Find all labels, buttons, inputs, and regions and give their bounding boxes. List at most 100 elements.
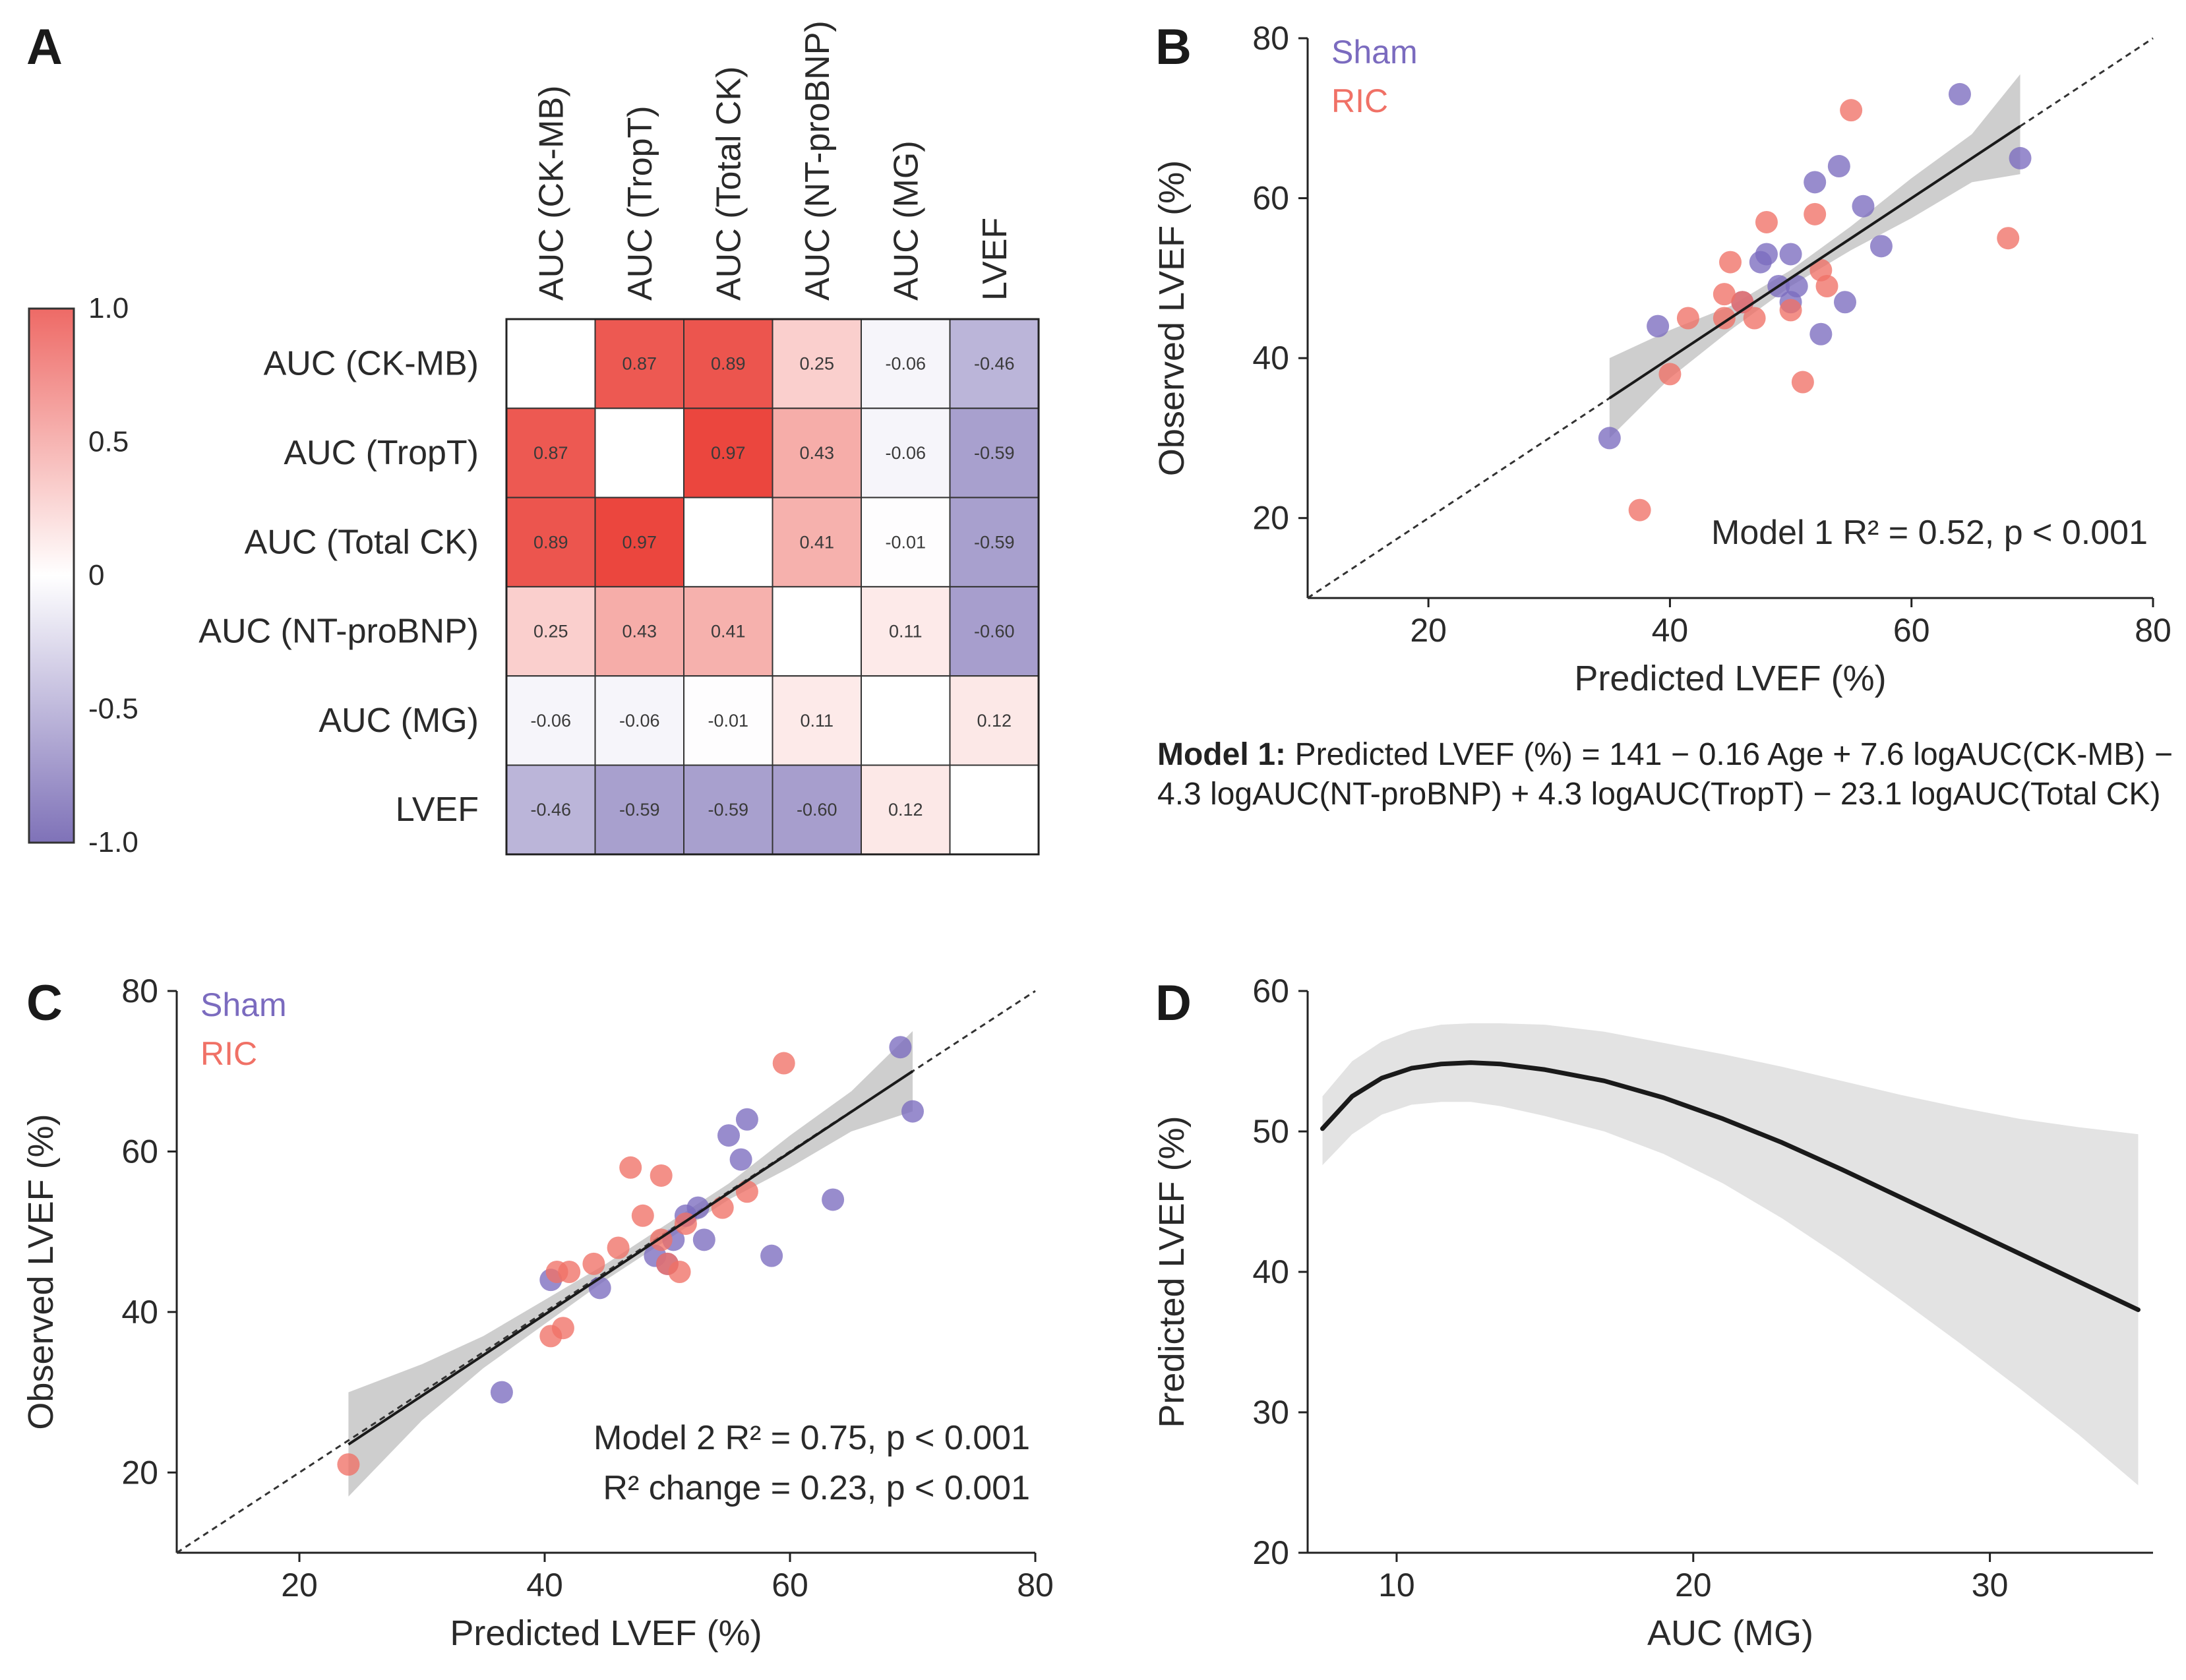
ric-point	[619, 1156, 642, 1179]
x-tick-label: 20	[281, 1567, 318, 1604]
model-annotation: Model 1 R² = 0.52, p < 0.001	[1711, 514, 2148, 552]
sham-point	[729, 1148, 752, 1171]
ric-point	[1658, 363, 1682, 386]
heatmap-cell-value: 0.89	[711, 354, 746, 374]
heatmap-row-label: AUC (MG)	[319, 702, 479, 740]
sham-point	[1647, 315, 1670, 338]
heatmap-cell-value: 0.89	[533, 532, 568, 552]
heatmap-cell-value: -0.59	[619, 800, 660, 820]
x-tick-label: 60	[1893, 612, 1930, 649]
ric-point	[1779, 299, 1802, 322]
colorbar-tick-label: -1.0	[88, 826, 138, 858]
legend-ric: RIC	[200, 1035, 257, 1072]
heatmap-column-label: AUC (CK-MB)	[532, 86, 570, 301]
panel-label-b: B	[1155, 19, 1192, 75]
heatmap-cell-value: 0.43	[799, 443, 834, 463]
sham-point	[692, 1228, 715, 1251]
ric-point	[668, 1261, 691, 1283]
heatmap-cell-value: 0.41	[799, 532, 834, 552]
heatmap-cell	[594, 318, 684, 409]
y-tick-label: 40	[1252, 1253, 1289, 1290]
panel-c-scatter-model2: 20 40 60 80 20 40 60 80 Predicted LVEF (%) Observ…	[21, 973, 1054, 1653]
heatmap-column-label: AUC (MG)	[887, 140, 925, 301]
heatmap-cell	[594, 496, 684, 587]
regression-line	[1608, 125, 2021, 400]
sham-point	[735, 1108, 758, 1131]
sham-point	[490, 1381, 513, 1404]
legend-sham: Sham	[1331, 34, 1418, 71]
y-tick-label: 20	[121, 1454, 158, 1491]
colorbar-tick-label: 1.0	[88, 292, 129, 324]
colorbar-tick-label: 0	[88, 559, 104, 591]
panel-label-d: D	[1155, 975, 1192, 1031]
ric-point	[735, 1180, 758, 1203]
sham-point	[1785, 274, 1808, 297]
ric-point	[1676, 307, 1699, 330]
confidence-band	[1322, 1023, 2139, 1485]
ric-point	[1791, 371, 1814, 394]
ric-point	[1804, 202, 1827, 225]
heatmap-cell-value: 0.87	[622, 354, 657, 374]
x-tick-label: 20	[1410, 612, 1447, 649]
sham-point	[686, 1196, 710, 1219]
colorbar-tick-label: 0.5	[88, 426, 129, 458]
heatmap-cell	[949, 585, 1039, 677]
y-axis-title: Observed LVEF (%)	[1152, 160, 1192, 476]
heatmap-cell-value: 0.41	[711, 622, 746, 642]
ric-point	[558, 1261, 581, 1283]
x-tick-label: 60	[772, 1567, 808, 1604]
ric-point	[1719, 251, 1742, 274]
heatmap-border	[505, 318, 1040, 856]
heatmap-row-label: AUC (Total CK)	[245, 523, 479, 561]
x-axis-title: Predicted LVEF (%)	[450, 1613, 762, 1653]
heatmap-cell	[949, 764, 1039, 855]
y-tick-label: 20	[1252, 500, 1289, 537]
heatmap-row-label: LVEF	[396, 791, 479, 829]
sham-point	[1779, 243, 1802, 266]
heatmap-column-label: AUC (NT-proBNP)	[799, 20, 837, 301]
heatmap-column-label: AUC (Total CK)	[710, 67, 748, 301]
heatmap-cell-value: 0.97	[711, 443, 746, 463]
y-tick-label: 60	[1252, 180, 1289, 217]
x-tick-label: 80	[2135, 612, 2171, 649]
sham-point	[1598, 427, 1621, 450]
ric-point	[1815, 274, 1838, 297]
x-tick-label: 30	[1972, 1567, 2009, 1604]
heatmap-cell	[506, 318, 596, 409]
sham-point	[889, 1036, 912, 1059]
sham-point	[1869, 235, 1893, 258]
x-axis-title: Predicted LVEF (%)	[1574, 659, 1886, 698]
y-tick-label: 80	[1252, 20, 1289, 57]
heatmap-cell	[594, 764, 684, 855]
sham-point	[717, 1124, 740, 1147]
sham-point	[822, 1188, 845, 1211]
heatmap-cell	[861, 585, 951, 677]
y-tick-label: 20	[1252, 1534, 1289, 1571]
heatmap-cell	[506, 407, 596, 498]
heatmap-cell	[949, 675, 1039, 766]
ric-point	[1628, 498, 1651, 522]
sham-point	[1827, 155, 1850, 178]
panel-label-c: C	[26, 975, 63, 1031]
heatmap-cell-value: -0.06	[530, 711, 571, 731]
heatmap-row-label: AUC (NT-proBNP)	[198, 613, 479, 651]
heatmap-cell-value: 0.11	[800, 711, 834, 731]
ric-point	[1840, 99, 1863, 122]
panel-a-correlation-heatmap: 0.87 0.89 0.25 -0.06 -0.46 0.87 0.97 0.43 -0.06 -…	[28, 20, 1040, 858]
x-tick-label: 40	[1652, 612, 1689, 649]
predicted-lvef-line	[1320, 1060, 2141, 1313]
legend-sham: Sham	[200, 986, 287, 1023]
y-tick-label: 30	[1252, 1394, 1289, 1431]
sham-point	[1755, 243, 1778, 266]
x-tick-label: 20	[1675, 1567, 1712, 1604]
ric-point	[1755, 210, 1778, 233]
panel-b-scatter-model1: 20 40 60 80 20 40 60 80 Predicted LVEF (%) Observ…	[1152, 20, 2171, 698]
heatmap-cell-value: -0.06	[619, 711, 660, 731]
heatmap-row-label: AUC (TropT)	[284, 434, 479, 472]
heatmap-cell	[683, 318, 774, 409]
heatmap-cell	[861, 496, 951, 587]
y-axis-title: Predicted LVEF (%)	[1152, 1116, 1192, 1427]
sham-point	[1833, 291, 1856, 314]
model-annotation: Model 2 R² = 0.75, p < 0.001	[593, 1419, 1030, 1457]
